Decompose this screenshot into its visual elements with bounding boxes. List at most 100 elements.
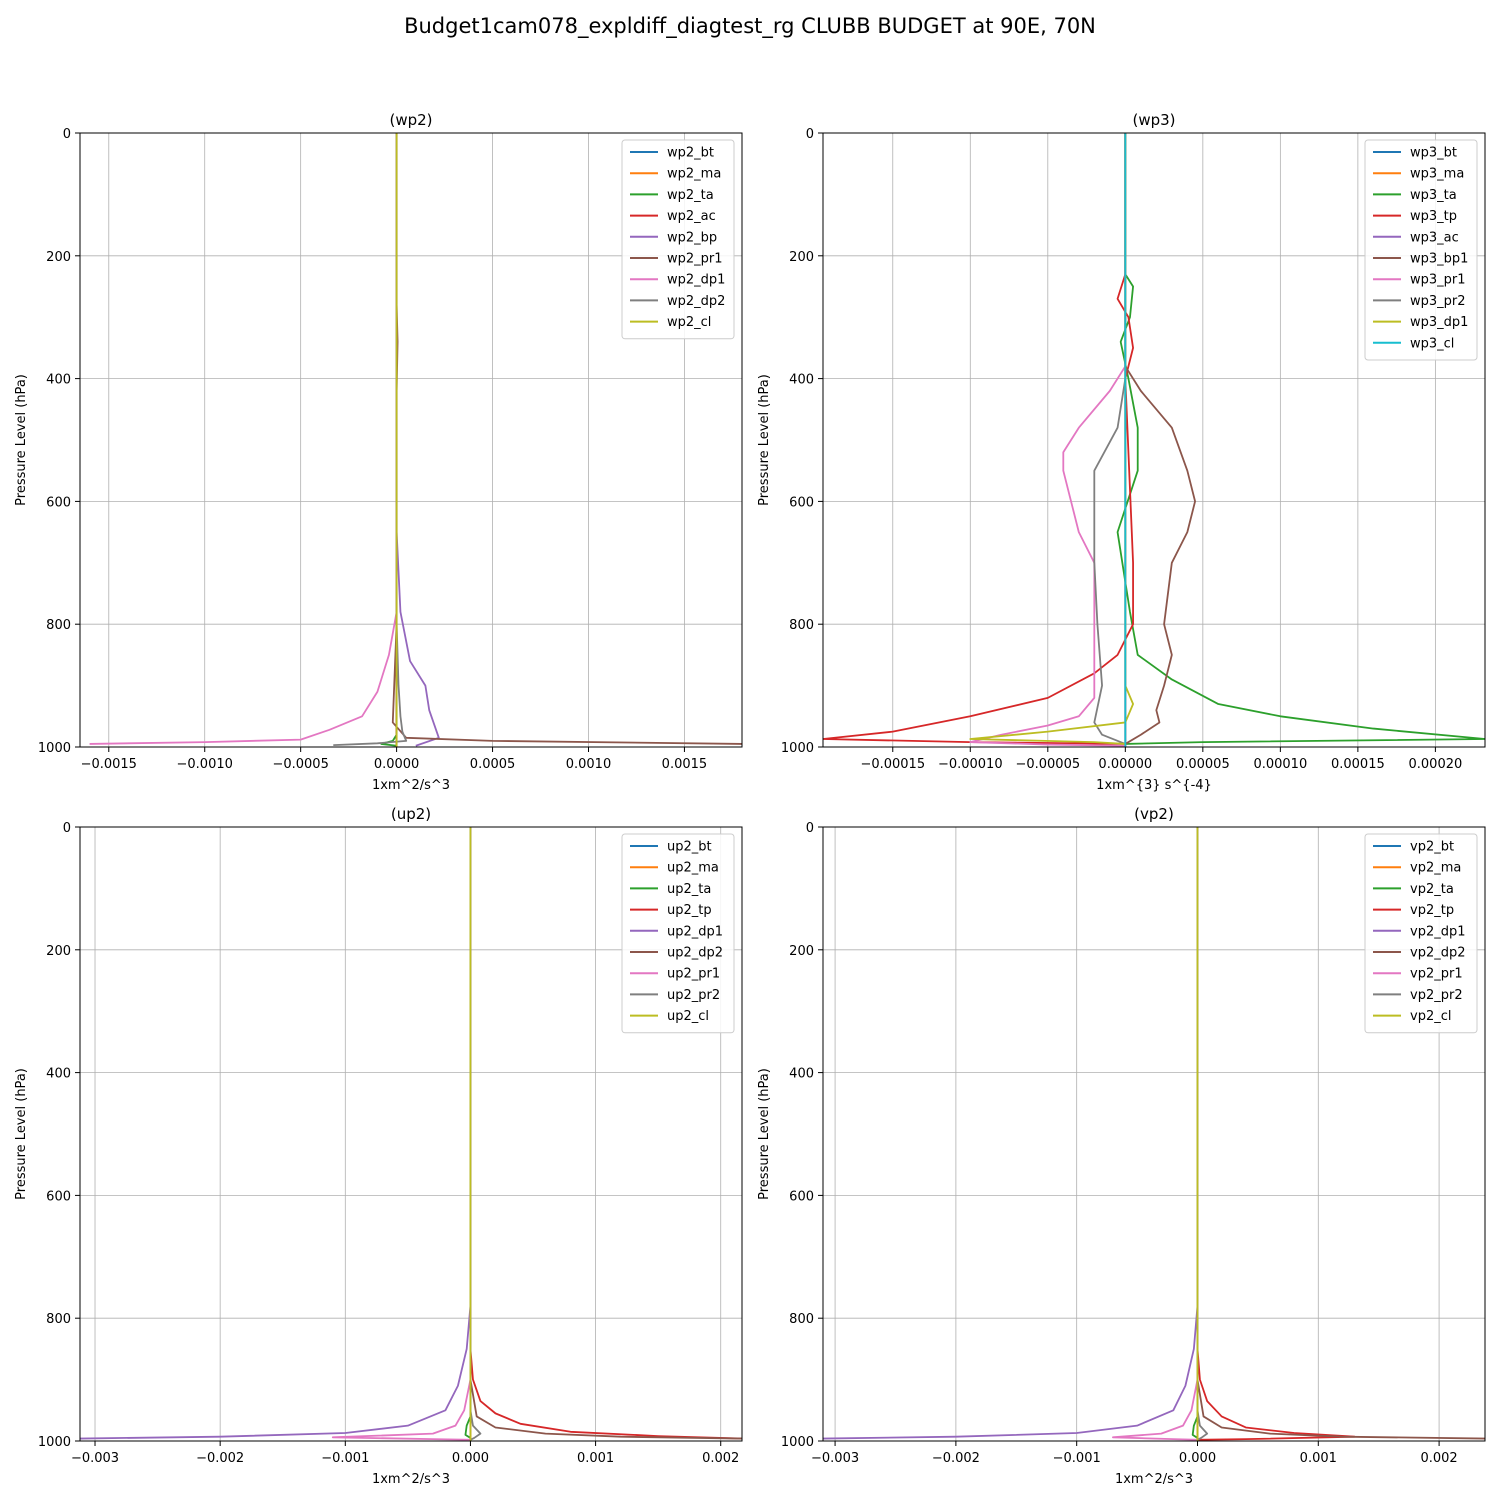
legend-entry: wp2_dp2 (667, 294, 725, 309)
y-tick-label: 1000 (38, 1435, 71, 1450)
series-line-wp3_ta (1116, 133, 1485, 745)
legend-entry: up2_bt (667, 840, 712, 855)
legend-entry: wp3_pr2 (1410, 294, 1466, 309)
legend: wp3_bt wp3_ma wp3_ta wp3_tp wp3_ac wp3_bp1 wp3… (1364, 139, 1478, 361)
legend-entry: wp2_dp1 (667, 273, 725, 288)
legend-entry: wp3_cl (1410, 336, 1454, 351)
legend-entry: wp2_cl (667, 315, 711, 330)
x-tick-label: −0.00010 (938, 757, 1003, 772)
chart-title: (wp3) (1132, 111, 1175, 129)
x-axis-label: 1xm^2/s^3 (1115, 1472, 1193, 1487)
x-tick-label: 0.00015 (1331, 757, 1385, 772)
plot-frame (822, 826, 1486, 1442)
y-axis-label: Pressure Level (hPa) (757, 374, 772, 506)
legend-entry: wp3_dp1 (1410, 315, 1468, 330)
x-tick-label: 0.001 (1300, 1451, 1337, 1466)
y-axis-label: Pressure Level (hPa) (757, 1068, 772, 1200)
legend-entry: wp2_bp (667, 230, 717, 245)
series-line-wp2_bp (395, 133, 440, 747)
x-tick-label: −0.0010 (177, 757, 233, 772)
series-line-wp3_pr2 (1093, 133, 1127, 745)
y-axis-label: Pressure Level (hPa) (14, 1068, 29, 1200)
series-line-wp3_dp1 (969, 133, 1134, 745)
y-axis-label: Pressure Level (hPa) (14, 374, 29, 506)
chart-panel-2: −0.003 −0.002 −0.001 0.000 0.001 0.002 0 200 400… (14, 805, 743, 1487)
y-tick-label: 0 (806, 821, 814, 836)
legend-entry: vp2_dp1 (1410, 924, 1466, 939)
legend-entry: wp3_ac (1410, 230, 1459, 245)
series-group (89, 133, 742, 747)
y-tick-label: 400 (789, 1067, 814, 1082)
x-tick-label: 0.00005 (1176, 757, 1230, 772)
legend-entry: wp3_bp1 (1410, 252, 1468, 267)
series-line-wp3_bp1 (1124, 133, 1196, 745)
chart-title: (vp2) (1134, 805, 1174, 823)
legend-entry: up2_tp (667, 903, 712, 918)
x-tick-label: 0.000 (1179, 1451, 1216, 1466)
legend-entry: vp2_pr2 (1410, 988, 1463, 1003)
legend-entry: wp3_ma (1410, 167, 1464, 182)
x-tick-label: −0.002 (196, 1451, 244, 1466)
legend-entry: wp2_ma (667, 167, 721, 182)
x-axis-label: 1xm^2/s^3 (372, 1472, 450, 1487)
legend-entry: wp3_bt (1410, 146, 1457, 161)
legend-entry: up2_pr1 (667, 967, 720, 982)
y-tick-label: 600 (789, 1189, 814, 1204)
y-tick-label: 200 (789, 250, 814, 265)
legend: wp2_bt wp2_ma wp2_ta wp2_ac wp2_bp wp2_pr1 wp2… (621, 139, 735, 340)
legend-entry: vp2_cl (1410, 1009, 1451, 1024)
x-tick-label: 0.0005 (470, 757, 516, 772)
y-tick-label: 600 (789, 495, 814, 510)
series-group (80, 827, 742, 1441)
x-tick-label: 0.0000 (374, 757, 420, 772)
series-line-up2_dp1 (80, 827, 472, 1440)
legend: up2_bt up2_ma up2_ta up2_tp up2_dp1 up2_dp2up… (621, 833, 735, 1034)
chart-panel-1: −0.00015 −0.00010 −0.00005 0.00000 0.00005 0.… (757, 111, 1486, 793)
y-tick-label: 0 (63, 821, 71, 836)
legend-entry: wp2_pr1 (667, 252, 723, 267)
y-tick-label: 200 (789, 944, 814, 959)
chart-title: (wp2) (389, 111, 432, 129)
y-tick-label: 400 (789, 373, 814, 388)
chart-panel-3: −0.003 −0.002 −0.001 0.000 0.001 0.002 0 200 400… (757, 805, 1486, 1487)
legend-entry: wp2_ta (667, 188, 714, 203)
legend-entry: up2_cl (667, 1009, 709, 1024)
x-tick-label: 0.000 (452, 1451, 489, 1466)
legend-box (1364, 833, 1478, 1034)
legend-entry: up2_ta (667, 882, 711, 897)
x-tick-label: −0.003 (71, 1451, 119, 1466)
y-tick-label: 1000 (38, 741, 71, 756)
x-tick-label: 0.00000 (1098, 757, 1152, 772)
legend-entry: wp3_pr1 (1410, 273, 1466, 288)
x-tick-label: −0.00005 (1015, 757, 1080, 772)
series-group (823, 827, 1485, 1441)
series-line-wp3_tp (823, 133, 1134, 745)
x-tick-label: 0.00020 (1409, 757, 1463, 772)
x-tick-label: −0.00015 (860, 757, 925, 772)
legend-entry: up2_dp1 (667, 924, 723, 939)
y-tick-label: 600 (46, 495, 71, 510)
legend-entry: wp2_ac (667, 209, 716, 224)
legend-entry: vp2_ma (1410, 861, 1461, 876)
plot-frame (79, 132, 743, 748)
x-tick-label: −0.002 (932, 1451, 980, 1466)
legend-entry: vp2_dp2 (1410, 946, 1466, 961)
legend-entry: wp3_tp (1410, 209, 1457, 224)
x-tick-label: −0.0015 (81, 757, 137, 772)
x-tick-label: 0.0010 (566, 757, 612, 772)
x-tick-label: −0.003 (811, 1451, 859, 1466)
y-tick-label: 400 (46, 373, 71, 388)
y-tick-label: 1000 (781, 1435, 814, 1450)
x-tick-label: 0.002 (702, 1451, 739, 1466)
series-line-vp2_dp1 (823, 827, 1199, 1440)
x-tick-label: 0.002 (1420, 1451, 1457, 1466)
legend-entry: vp2_pr1 (1410, 967, 1463, 982)
figure-title: Budget1cam078_expldiff_diagtest_rg CLUBB… (404, 14, 1096, 38)
y-tick-label: 0 (806, 127, 814, 142)
chart-title: (up2) (391, 805, 431, 823)
x-tick-label: −0.001 (1053, 1451, 1101, 1466)
legend-box (621, 139, 735, 340)
legend-entry: up2_ma (667, 861, 719, 876)
legend: vp2_bt vp2_ma vp2_ta vp2_tp vp2_dp1 vp2_dp2vp… (1364, 833, 1478, 1034)
